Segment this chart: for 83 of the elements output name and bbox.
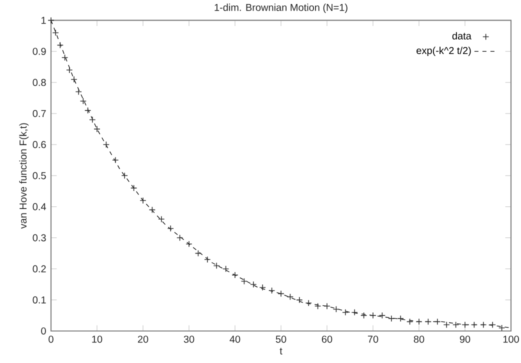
point — [240, 278, 248, 285]
point — [52, 29, 59, 36]
point — [268, 287, 276, 294]
y-tick-label: 0.5 — [32, 172, 46, 180]
y-axis-title: van Hove function F(k,t) — [19, 123, 29, 229]
legend-label: exp(-k^2 t/2) — [416, 46, 471, 56]
point — [351, 309, 358, 316]
point — [498, 324, 506, 332]
x-tick-label: 50 — [276, 336, 286, 343]
point — [296, 296, 303, 304]
y-tick-label: 0.4 — [32, 203, 46, 210]
point — [470, 321, 478, 328]
point — [416, 318, 422, 325]
point — [324, 302, 330, 310]
x-tick-label: 80 — [414, 336, 424, 343]
y-tick-label: 0 — [41, 327, 46, 335]
point — [397, 315, 404, 322]
point — [158, 216, 165, 222]
point — [406, 318, 414, 325]
y-tick-label: 0.1 — [32, 296, 46, 304]
point — [186, 240, 192, 248]
legend-label: data — [452, 32, 472, 40]
y-tick-label: 0.8 — [32, 78, 46, 86]
point — [75, 88, 82, 96]
point — [80, 98, 87, 104]
point — [462, 321, 468, 328]
point — [194, 250, 202, 257]
y-tick-label: 0.6 — [32, 141, 46, 148]
point — [84, 107, 92, 114]
y-tick-label: 1 — [41, 16, 46, 24]
point — [388, 315, 395, 322]
y-tick-label: 0.3 — [32, 234, 46, 242]
point — [70, 76, 78, 83]
point — [176, 234, 184, 242]
point — [204, 256, 211, 263]
chart-title: 1-dim. Brownian Motion (N=1) — [214, 4, 348, 13]
point — [489, 321, 496, 328]
x-tick-label: 60 — [322, 336, 332, 343]
point — [130, 184, 138, 192]
point — [332, 306, 340, 313]
point — [443, 321, 450, 328]
point — [378, 312, 386, 319]
point — [56, 42, 64, 49]
point — [360, 312, 368, 319]
point — [434, 318, 441, 325]
point — [121, 172, 128, 179]
x-tick-label: 40 — [230, 336, 240, 343]
y-tick-label: 0.2 — [32, 265, 46, 272]
point — [250, 281, 257, 288]
point — [66, 66, 73, 74]
point — [452, 321, 460, 328]
point — [480, 321, 487, 328]
point — [259, 284, 266, 291]
point — [140, 197, 146, 204]
x-tick-label: 100 — [503, 336, 519, 343]
line-series — [51, 20, 511, 328]
x-tick-label: 0 — [48, 336, 54, 343]
y-tick-label: 0.9 — [32, 48, 46, 55]
point — [278, 290, 284, 298]
x-tick-label: 30 — [184, 336, 194, 343]
point — [424, 318, 432, 325]
point — [305, 300, 312, 306]
point — [94, 126, 100, 132]
x-tick-label: 90 — [460, 336, 470, 343]
x-tick-label: 70 — [368, 336, 378, 343]
point — [48, 16, 54, 24]
x-tick-label: 20 — [138, 336, 148, 343]
y-tick-label: 0.7 — [32, 110, 46, 118]
point — [314, 302, 322, 310]
point — [148, 206, 156, 214]
x-tick-label: 10 — [92, 336, 102, 343]
point — [342, 309, 349, 316]
x-axis-title: t — [280, 348, 282, 354]
point — [112, 156, 119, 164]
point — [213, 262, 220, 270]
point — [286, 293, 294, 300]
point — [232, 272, 238, 278]
point — [89, 116, 96, 124]
point — [167, 225, 174, 232]
point — [222, 266, 230, 272]
point — [61, 54, 68, 61]
point — [102, 141, 110, 148]
point — [370, 312, 376, 319]
